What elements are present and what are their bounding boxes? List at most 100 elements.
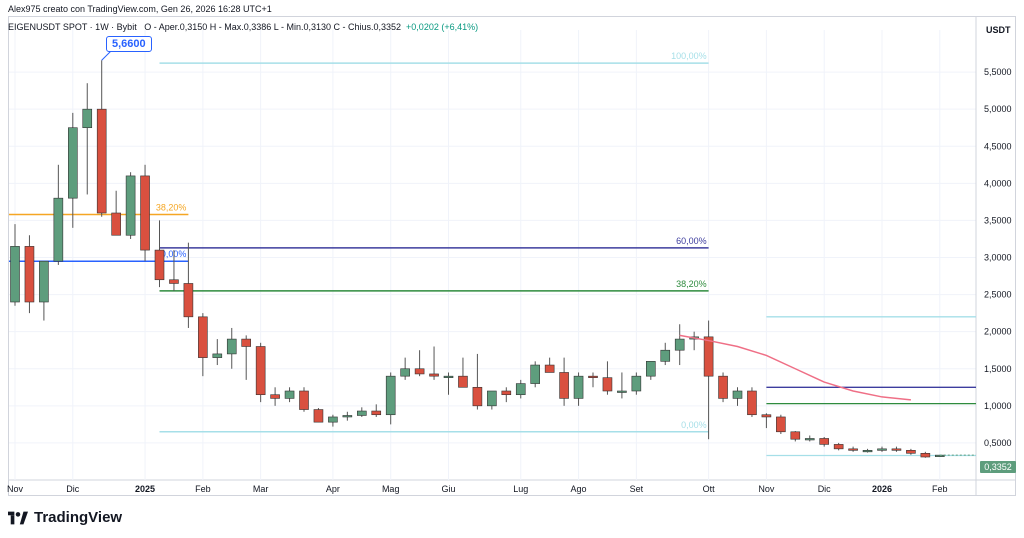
tradingview-brand: TradingView: [34, 509, 123, 526]
candle-bullish: [356, 410, 367, 416]
fib-level-label: 50,00%: [156, 249, 187, 259]
symbol-info: EIGENUSDT SPOT · 1W · Bybit O - Aper.0,3…: [8, 22, 478, 32]
tradingview-logo-icon: [8, 511, 28, 524]
ohlc-values: O - Aper.0,3150 H - Max.0,3386 L - Min.0…: [144, 22, 402, 32]
x-axis-tick-label: Giu: [441, 484, 455, 494]
last-price-tag: 0,3352: [980, 461, 1016, 473]
candle-bearish: [848, 448, 858, 451]
x-axis-tick-label: 2026: [872, 484, 892, 494]
candle-bearish: [472, 386, 483, 407]
x-axis-tick-label: Ott: [703, 484, 716, 494]
candle-bearish: [371, 410, 382, 416]
candle-bullish: [53, 197, 64, 262]
candle-bullish: [862, 450, 873, 453]
change-value: +0,0202 (+6,41%): [406, 22, 479, 32]
candle-bullish: [645, 361, 656, 377]
candle-bullish: [674, 338, 685, 351]
candle-bearish: [588, 375, 598, 378]
y-axis-tick-label: 0,5000: [984, 438, 1012, 448]
candle-bearish: [241, 338, 251, 347]
candle-bearish: [920, 452, 931, 458]
fib-level-label: 100,00%: [671, 51, 707, 61]
x-axis-tick-label: Lug: [513, 484, 528, 494]
candle-bullish: [68, 127, 78, 199]
y-axis-tick-label: 5,5000: [984, 67, 1012, 77]
candle-bullish: [732, 390, 743, 399]
candle-bullish: [877, 448, 887, 451]
x-axis-tick-label: Feb: [932, 484, 948, 494]
candle-bullish: [284, 390, 295, 399]
fib-level-label: 60,00%: [676, 236, 707, 246]
y-axis-tick-label: 2,0000: [984, 327, 1012, 337]
candle-bullish: [39, 260, 49, 303]
candle-bearish: [833, 444, 844, 450]
y-axis-tick-label: 3,0000: [984, 253, 1012, 263]
candle-bearish: [299, 390, 309, 410]
candle-bearish: [198, 316, 208, 358]
candle-bearish: [819, 438, 830, 445]
x-axis-tick-label: Nov: [7, 484, 24, 494]
fib-level-label: 38,20%: [156, 202, 187, 212]
candle-bullish: [530, 364, 541, 384]
moving-average-line: [679, 334, 911, 401]
candle-bullish: [443, 375, 454, 378]
y-axis-tick-label: 1,5000: [984, 364, 1012, 374]
candle-bullish: [487, 390, 497, 407]
candle-bearish: [140, 175, 150, 251]
candle-bearish: [906, 450, 916, 454]
candle-bearish: [761, 414, 772, 418]
high-price-callout: 5,6600: [106, 36, 152, 52]
candle-bearish: [154, 249, 165, 281]
candle-bullish: [385, 375, 396, 416]
candle-bearish: [544, 364, 555, 373]
candle-bullish: [82, 108, 93, 129]
candle-bullish: [573, 375, 584, 399]
candle-bearish: [270, 394, 280, 399]
x-axis-tick-label: Set: [630, 484, 644, 494]
candle-bearish: [24, 246, 35, 303]
candle-bullish: [804, 438, 815, 441]
candle-bearish: [169, 279, 179, 284]
x-axis-tick-label: Feb: [195, 484, 211, 494]
chart-frame: [8, 16, 1016, 496]
tradingview-footer[interactable]: TradingView: [8, 509, 122, 526]
candle-bullish: [400, 368, 410, 377]
x-axis-tick-label: Dic: [66, 484, 79, 494]
candle-bearish: [313, 409, 324, 423]
candle-bearish: [429, 373, 439, 377]
x-axis-tick-label: 2025: [135, 484, 155, 494]
candle-bullish: [631, 375, 642, 392]
candle-bullish: [617, 390, 627, 393]
x-axis-tick-label: Dic: [818, 484, 831, 494]
candle-bearish: [602, 377, 613, 392]
candle-bullish: [660, 349, 671, 362]
candle-bearish: [703, 336, 714, 377]
candle-bearish: [776, 416, 786, 433]
x-axis-tick-label: Ago: [571, 484, 587, 494]
candle-bearish: [255, 346, 266, 396]
candle-bullish: [125, 175, 136, 236]
x-axis-tick-label: Mag: [382, 484, 400, 494]
fib-level-label: 0,00%: [681, 420, 707, 430]
x-axis-tick-label: Apr: [326, 484, 340, 494]
candle-bullish: [515, 383, 526, 396]
fib-level-label: 38,20%: [676, 279, 707, 289]
y-axis-tick-label: 4,0000: [984, 178, 1012, 188]
y-axis-tick-label: 4,5000: [984, 141, 1012, 151]
attribution-text: Alex975 creato con TradingView.com, Gen …: [8, 4, 272, 14]
candle-bullish: [342, 415, 353, 418]
x-axis-tick-label: Mar: [253, 484, 269, 494]
candle-bearish: [790, 431, 801, 440]
candle-bearish: [183, 283, 194, 318]
candle-bearish: [458, 375, 468, 388]
candle-bearish: [414, 368, 425, 375]
x-axis-tick-label: Nov: [758, 484, 775, 494]
candle-bearish: [501, 390, 512, 396]
candle-bearish: [747, 390, 757, 416]
candle-bullish: [10, 246, 20, 303]
candle-bearish: [718, 375, 728, 399]
candle-bearish: [891, 448, 902, 451]
candle-bearish: [559, 372, 569, 399]
y-axis-tick-label: 1,0000: [984, 401, 1012, 411]
